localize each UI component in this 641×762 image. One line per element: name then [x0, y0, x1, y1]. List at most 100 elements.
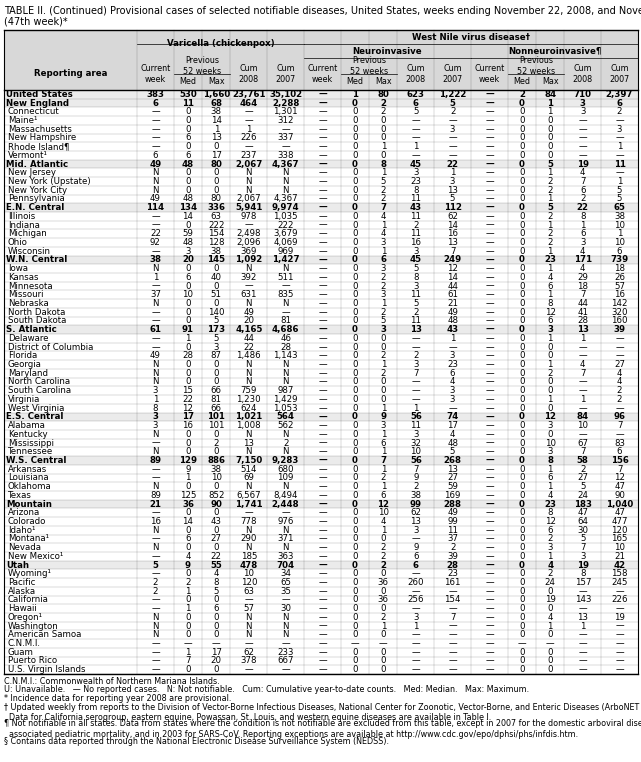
- Text: 4: 4: [547, 273, 553, 282]
- Text: 3: 3: [213, 343, 219, 351]
- Text: 0: 0: [185, 630, 191, 639]
- Text: C.N.M.I.: Commonwealth of Northern Mariana Islands.: C.N.M.I.: Commonwealth of Northern Maria…: [4, 677, 220, 686]
- Text: —: —: [578, 630, 587, 639]
- Text: 145: 145: [207, 255, 225, 264]
- Text: 0: 0: [519, 412, 525, 421]
- Text: 0: 0: [352, 412, 358, 421]
- Text: 624: 624: [240, 404, 257, 413]
- Text: Iowa: Iowa: [8, 264, 28, 274]
- Text: 337: 337: [278, 133, 294, 142]
- Text: —: —: [518, 639, 526, 648]
- Text: 0: 0: [352, 186, 358, 195]
- Text: —: —: [318, 194, 327, 203]
- Text: 778: 778: [240, 517, 257, 526]
- Text: 0: 0: [519, 517, 525, 526]
- Text: —: —: [615, 665, 624, 674]
- Text: 0: 0: [352, 151, 358, 160]
- Text: 3: 3: [413, 430, 419, 439]
- Text: 0: 0: [352, 98, 358, 107]
- Text: 22: 22: [183, 395, 194, 404]
- Text: —: —: [485, 299, 494, 308]
- Text: 710: 710: [574, 90, 592, 99]
- Text: 91: 91: [182, 325, 194, 335]
- Text: 0: 0: [352, 622, 358, 631]
- Text: —: —: [318, 465, 327, 474]
- Text: 0: 0: [352, 168, 358, 178]
- Text: N: N: [246, 630, 252, 639]
- Text: 1: 1: [381, 482, 386, 491]
- Text: —: —: [485, 473, 494, 482]
- Text: 2: 2: [413, 221, 419, 229]
- Text: W.N. Central: W.N. Central: [6, 255, 67, 264]
- Text: 171: 171: [574, 255, 592, 264]
- Text: 1: 1: [547, 194, 553, 203]
- Text: (47th week)*: (47th week)*: [4, 17, 67, 27]
- Text: 5: 5: [213, 334, 219, 343]
- Text: 0: 0: [352, 491, 358, 500]
- Text: —: —: [318, 116, 327, 125]
- Text: 0: 0: [519, 656, 525, 665]
- Text: 1: 1: [246, 125, 251, 133]
- Text: 183: 183: [574, 500, 592, 508]
- Text: —: —: [318, 273, 327, 282]
- Text: —: —: [412, 587, 420, 596]
- Text: Wisconsin: Wisconsin: [8, 247, 51, 256]
- Text: —: —: [615, 656, 624, 665]
- Text: 10: 10: [244, 569, 254, 578]
- Text: North Carolina: North Carolina: [8, 377, 70, 386]
- Text: 128: 128: [208, 238, 224, 247]
- Text: 17: 17: [211, 151, 222, 160]
- Text: 1,040: 1,040: [606, 500, 633, 508]
- Text: 11: 11: [182, 98, 194, 107]
- Text: Cum
2007: Cum 2007: [276, 65, 296, 84]
- Text: 7: 7: [580, 369, 586, 378]
- Text: South Dakota: South Dakota: [8, 316, 67, 325]
- Text: 8,494: 8,494: [273, 491, 298, 500]
- Text: New Jersey: New Jersey: [8, 168, 56, 178]
- Text: Rhode Island¶: Rhode Island¶: [8, 142, 69, 151]
- Text: 18: 18: [578, 282, 588, 290]
- Bar: [4, 255, 638, 264]
- Text: —: —: [448, 116, 457, 125]
- Text: 0: 0: [519, 203, 525, 212]
- Text: —: —: [151, 125, 160, 133]
- Text: 0: 0: [352, 159, 358, 168]
- Text: 562: 562: [278, 421, 294, 430]
- Text: 9: 9: [413, 543, 419, 552]
- Text: 2: 2: [617, 395, 622, 404]
- Text: 4: 4: [580, 247, 586, 256]
- Text: —: —: [151, 508, 160, 517]
- Text: —: —: [485, 438, 494, 447]
- Text: Utah: Utah: [6, 561, 29, 569]
- Text: 0: 0: [547, 604, 553, 613]
- Text: 3: 3: [413, 168, 419, 178]
- Text: 256: 256: [408, 595, 424, 604]
- Text: 2: 2: [185, 578, 191, 587]
- Text: N: N: [283, 360, 289, 369]
- Text: 22: 22: [244, 343, 254, 351]
- Text: 0: 0: [519, 151, 525, 160]
- Text: 142: 142: [612, 299, 628, 308]
- Text: Tennessee: Tennessee: [8, 447, 53, 456]
- Text: 24: 24: [545, 578, 556, 587]
- Text: 6: 6: [617, 247, 622, 256]
- Text: 8: 8: [580, 569, 586, 578]
- Text: 44: 44: [447, 282, 458, 290]
- Text: 371: 371: [278, 534, 294, 543]
- Text: 1: 1: [580, 395, 586, 404]
- Text: 320: 320: [612, 308, 628, 317]
- Text: 0: 0: [519, 168, 525, 178]
- Text: 6: 6: [153, 98, 158, 107]
- Text: 32: 32: [410, 438, 421, 447]
- Text: —: —: [485, 543, 494, 552]
- Text: 39: 39: [613, 325, 626, 335]
- Text: 0: 0: [519, 438, 525, 447]
- Text: 0: 0: [519, 360, 525, 369]
- Text: —: —: [318, 604, 327, 613]
- Text: 10: 10: [410, 447, 421, 456]
- Text: 0: 0: [519, 482, 525, 491]
- Text: —: —: [485, 98, 494, 107]
- Text: 114: 114: [146, 203, 165, 212]
- Text: 1: 1: [185, 334, 191, 343]
- Text: —: —: [615, 630, 624, 639]
